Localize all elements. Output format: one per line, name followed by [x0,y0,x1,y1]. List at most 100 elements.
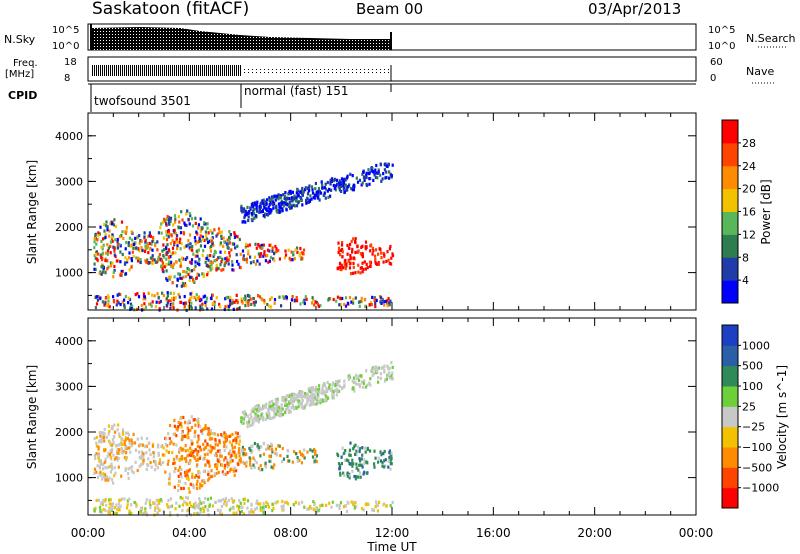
heatmap-cell [330,188,333,192]
heatmap-cell [278,409,281,413]
heatmap-cell [256,445,259,449]
heatmap-cell [200,501,203,505]
heatmap-cell [363,178,366,182]
heatmap-cell [266,248,270,252]
heatmap-cell [215,234,218,238]
heatmap-cell [164,470,167,474]
heatmap-cell [161,453,164,457]
heatmap-cell [166,294,169,298]
heatmap-cell [318,384,321,388]
heatmap-cell [190,306,193,310]
heatmap-cell [158,458,162,462]
heatmap-cell [273,409,276,414]
heatmap-cell [204,424,207,428]
heatmap-cell [233,300,236,304]
heatmap-cell [96,298,99,302]
heatmap-cell [102,472,105,476]
heatmap-cell [271,502,274,506]
heatmap-cell [184,444,187,448]
heatmap-cell [94,252,97,256]
heatmap-cell [157,451,160,455]
heatmap-cell [261,468,264,472]
heatmap-cell [139,238,142,243]
heatmap-cell [178,240,181,245]
heatmap-cell [279,209,282,213]
heatmap-cell [206,452,209,456]
heatmap-cell [109,470,112,474]
heatmap-cell [236,301,239,305]
heatmap-cell [378,366,381,370]
heatmap-cell [384,299,387,304]
heatmap-cell [172,291,175,295]
cpid-bar [88,83,696,112]
heatmap-cell [222,244,225,248]
heatmap-cell [245,257,248,261]
heatmap-cell [376,367,379,371]
heatmap-cell [304,403,307,408]
heatmap-cell [169,303,172,307]
heatmap-cell [105,220,108,224]
heatmap-cell [182,275,185,279]
heatmap-cell [360,266,363,270]
heatmap-cell [136,235,139,239]
heatmap-cell [222,268,225,272]
heatmap-cell [342,266,345,270]
heatmap-cell [95,250,98,254]
heatmap-cell [177,420,180,425]
heatmap-cell [319,398,322,402]
heatmap-cell [328,383,331,387]
heatmap-cell [256,408,259,412]
heatmap-cell [298,399,301,403]
heatmap-cell [286,454,289,458]
heatmap-cell [337,462,341,466]
heatmap-cell [229,233,232,237]
heatmap-cell [171,264,174,268]
heatmap-cell [242,207,245,211]
heatmap-cell [195,486,198,490]
heatmap-cell [226,471,229,475]
heatmap-cell [117,443,120,447]
heatmap-cell [218,460,221,464]
heatmap-cell [235,469,238,473]
heatmap-cell [136,292,139,296]
heatmap-cell [233,473,236,477]
heatmap-cell [116,428,119,432]
heatmap-cell [268,304,271,308]
heatmap-cell [104,457,107,461]
heatmap-cell [268,203,271,207]
heatmap-cell [173,485,176,489]
heatmap-cell [249,460,252,464]
heatmap-cell [190,301,193,305]
heatmap-cell [314,385,318,390]
heatmap-cell [130,243,133,247]
heatmap-cell [283,202,286,206]
heatmap-cell [374,261,378,266]
heatmap-cell [203,238,206,242]
heatmap-cell [129,307,132,311]
heatmap-cell [348,296,352,300]
heatmap-cell [289,396,292,400]
heatmap-cell [359,252,362,256]
heatmap-cell [163,453,166,457]
heatmap-cell [147,251,150,255]
heatmap-cell [139,510,142,514]
heatmap-cell [109,261,112,265]
heatmap-cell [100,272,103,276]
heatmap-cell [121,442,124,447]
heatmap-cell [173,214,177,218]
heatmap-cell [343,383,346,387]
heatmap-cell [145,467,148,471]
heatmap-cell [301,500,304,504]
heatmap-cell [180,486,183,491]
heatmap-cell [132,242,136,247]
heatmap-cell [369,449,372,453]
heatmap-cell [250,508,253,512]
heatmap-cell [188,490,191,494]
heatmap-cell [177,474,180,478]
heatmap-cell [366,461,369,465]
heatmap-cell [206,432,210,436]
heatmap-cell [275,452,278,456]
heatmap-cell [328,501,331,505]
heatmap-cell [388,376,391,380]
